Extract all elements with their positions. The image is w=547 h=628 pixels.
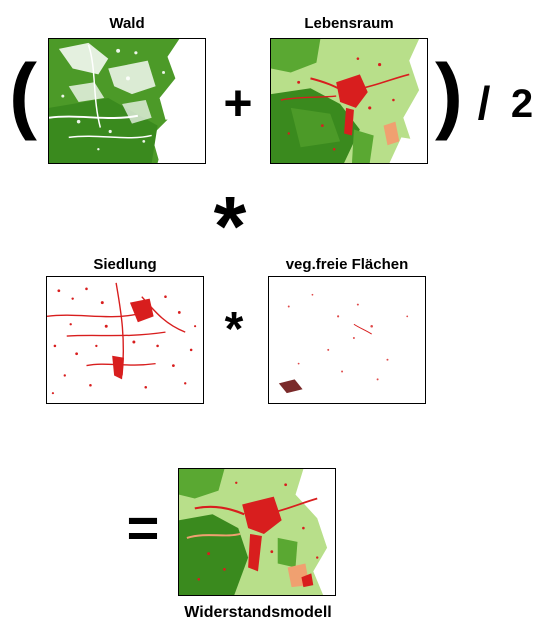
siedlung-map [46,276,204,404]
close-parenthesis: ) [435,47,463,141]
open-parenthesis: ( [9,47,37,141]
label-lebensraum: Lebensraum [304,15,394,32]
label-siedlung: Siedlung [93,256,157,273]
multiply-operator-small: * [224,303,244,356]
label-vegfreie-flaechen: veg.freie Flächen [285,256,409,273]
label-wald: Wald [109,15,145,32]
lebensraum-map [270,38,428,164]
divide-operator: / [477,77,491,129]
widerstandsmodell-map [178,468,336,596]
equals-operator: = [126,496,160,559]
label-widerstandsmodell: Widerstandsmodell [184,604,332,621]
divisor-value: 2 [510,82,534,126]
multiply-operator-large: * [213,179,247,273]
plus-operator: + [223,75,253,131]
wald-map [48,38,206,164]
vegfreie-flaechen-map [268,276,426,404]
